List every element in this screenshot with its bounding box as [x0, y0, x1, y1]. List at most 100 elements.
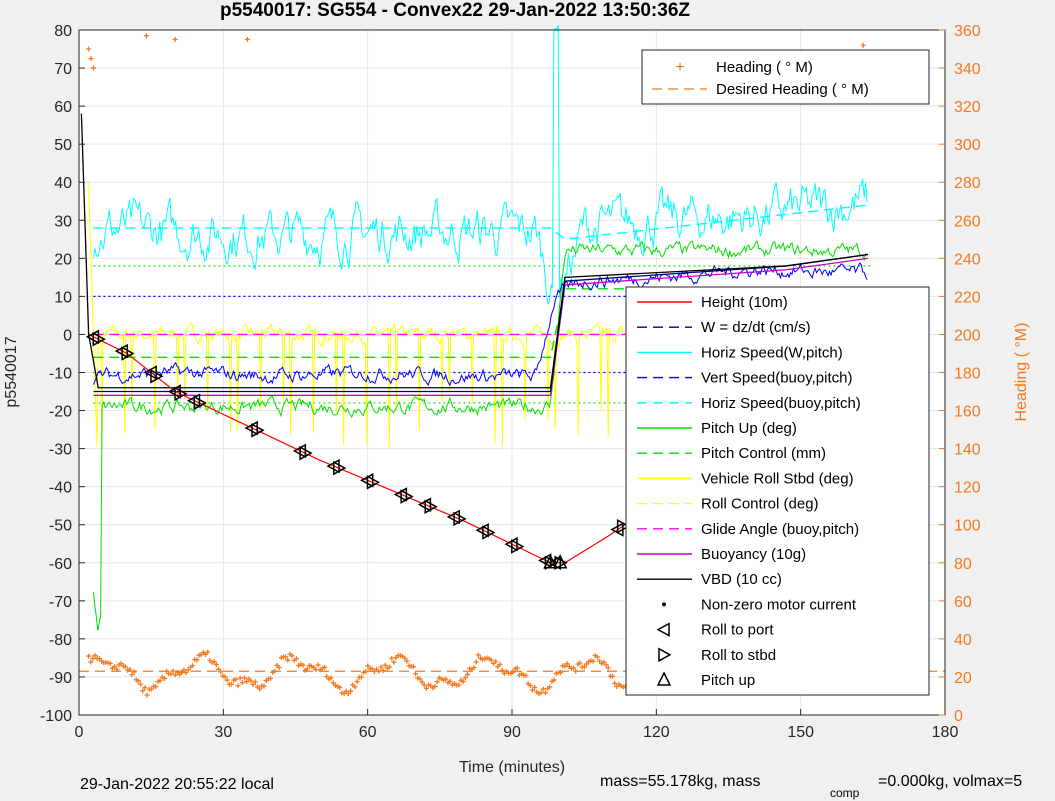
heading-point: [140, 688, 146, 694]
heading-point: [131, 669, 137, 675]
heading-point: [129, 672, 135, 678]
heading-point: [348, 688, 354, 694]
heading-point: [322, 664, 328, 670]
y-tick-label: -20: [49, 404, 72, 421]
heading-point: [330, 680, 336, 686]
heading-point: [172, 37, 178, 43]
heading-point: [112, 664, 118, 670]
heading-point: [421, 682, 427, 688]
heading-point: [581, 664, 587, 670]
series-pitch-up: [92, 240, 868, 631]
y-tick-label: -10: [49, 366, 72, 383]
y-right-tick-label: 40: [954, 632, 972, 649]
heading-point: [345, 691, 351, 697]
heading-point: [510, 669, 516, 675]
y-tick-label: -30: [49, 442, 72, 459]
roll-to-stbd-marker: [333, 460, 347, 476]
heading-points: [86, 33, 871, 698]
x-tick-label: 0: [75, 724, 84, 741]
heading-point: [229, 681, 235, 687]
heading-point: [410, 664, 416, 670]
heading-point: [293, 656, 299, 662]
heading-point: [577, 660, 583, 666]
x-tick-label: 30: [214, 724, 232, 741]
heading-point: [473, 659, 479, 665]
roll-to-stbd-marker: [193, 395, 207, 411]
heading-point: [558, 670, 564, 676]
y-tick-label: -50: [49, 518, 72, 535]
y-tick-label: 30: [54, 213, 72, 230]
heading-point: [233, 676, 239, 682]
heading-point: [235, 683, 241, 689]
heading-point: [532, 685, 538, 691]
heading-point: [122, 664, 128, 670]
roll-to-stbd-marker: [366, 475, 381, 490]
roll-to-stbd-marker: [174, 386, 188, 402]
legend-label: Vert Speed(buoy,pitch): [701, 370, 852, 387]
heading-point: [462, 675, 468, 681]
heading-point: [88, 659, 94, 665]
heading-point: [590, 658, 596, 664]
heading-point: [172, 672, 178, 678]
heading-point: [300, 662, 306, 668]
heading-point: [337, 684, 343, 690]
footer-mass-comp: comp: [830, 786, 860, 800]
heading-point: [564, 661, 570, 667]
heading-point: [86, 653, 92, 659]
roll-to-stbd-marker: [424, 499, 438, 514]
heading-point: [542, 690, 548, 696]
heading-point: [417, 676, 423, 682]
x-tick-label: 90: [503, 724, 521, 741]
heading-point: [497, 661, 503, 667]
heading-point: [205, 649, 211, 655]
legend-label: Buoyancy (10g): [701, 546, 806, 563]
chart-title: p5540017: SG554 - Convex22 29-Jan-2022 1…: [220, 0, 690, 21]
heading-point: [127, 666, 133, 672]
roll-to-stbd-marker: [616, 518, 631, 534]
y-tick-label: 50: [54, 137, 72, 154]
heading-point: [610, 673, 616, 679]
legend-dot: [662, 602, 666, 607]
y-right-tick-label: 200: [954, 327, 981, 344]
y-tick-label: -70: [49, 594, 72, 611]
heading-point: [612, 680, 618, 686]
heading-point: [272, 668, 278, 674]
main-legend: Height (10m) W = dz/dt (cm/s) Horiz Speed(…: [625, 286, 930, 696]
heading-point: [488, 657, 494, 663]
legend-heading-marker: +: [675, 59, 684, 76]
heading-point: [170, 668, 176, 674]
y-right-tick-label: 80: [954, 556, 972, 573]
heading-point: [114, 666, 120, 672]
y-right-tick-label: 240: [954, 251, 981, 268]
heading-point: [551, 677, 557, 683]
heading-point: [456, 682, 462, 688]
heading-point: [391, 659, 397, 665]
heading-point: [261, 683, 267, 689]
heading-point: [447, 678, 453, 684]
heading-point: [90, 65, 96, 71]
heading-point: [423, 685, 429, 691]
heading-point: [213, 662, 219, 668]
heading-point: [540, 686, 546, 692]
heading-point: [603, 662, 609, 668]
y-axis-label: p5540017: [3, 336, 20, 407]
heading-point: [358, 674, 364, 680]
y-tick-label: -60: [49, 556, 72, 573]
heading-point: [352, 684, 358, 690]
series-horiz-speed-w: [92, 24, 868, 305]
heading-point: [190, 663, 196, 669]
y-right-tick-label: 260: [954, 213, 981, 230]
y-right-tick-label: 120: [954, 480, 981, 497]
heading-point: [96, 656, 102, 662]
legend-label: W = dz/dt (cm/s): [701, 319, 811, 336]
heading-point: [529, 687, 535, 693]
heading-point: [144, 692, 150, 698]
roll-to-stbd-marker: [400, 489, 414, 504]
heading-point: [315, 662, 321, 668]
legend-label: Roll to port: [701, 622, 774, 639]
roll-to-stbd-marker: [511, 539, 525, 554]
heading-point: [161, 675, 167, 681]
legend-label: Horiz Speed(buoy,pitch): [701, 395, 861, 412]
legend-label: Pitch Up (deg): [701, 420, 797, 437]
